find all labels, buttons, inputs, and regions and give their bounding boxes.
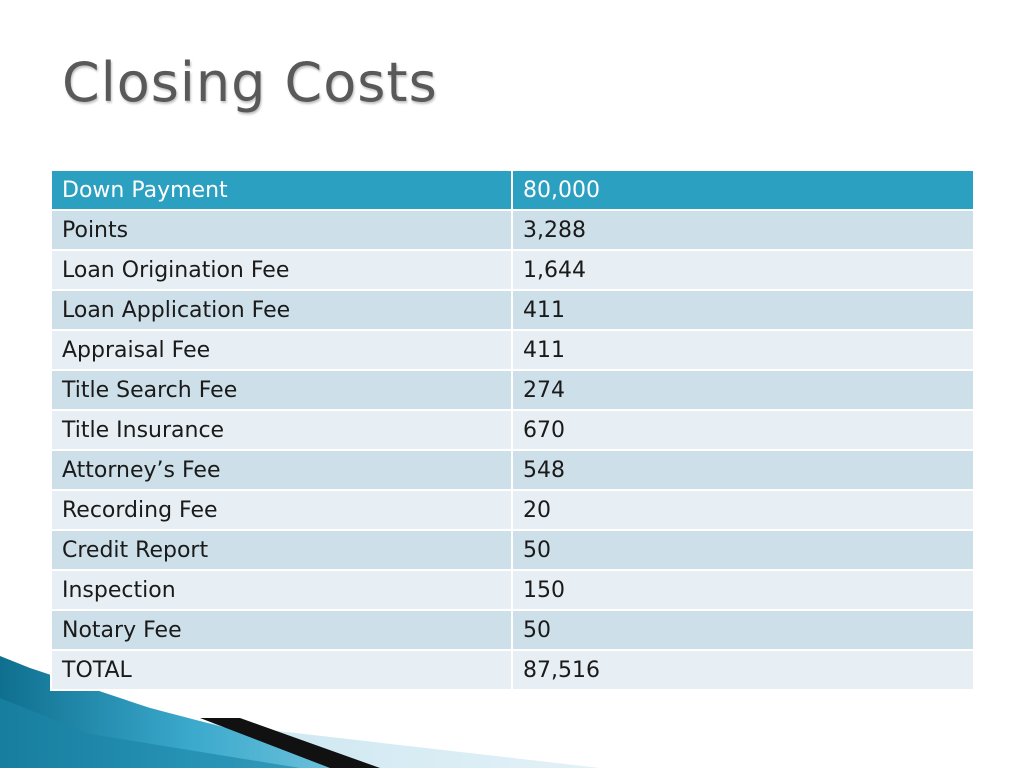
table-row: Loan Origination Fee 1,644 [50,249,975,291]
total-value: 87,516 [511,649,975,691]
row-label: Points [50,209,513,251]
table-row: Attorney’s Fee 548 [50,449,975,491]
row-label: Inspection [50,569,513,611]
row-label: Appraisal Fee [50,329,513,371]
row-label: Title Search Fee [50,369,513,411]
table-row: Appraisal Fee 411 [50,329,975,371]
table-header-row: Down Payment 80,000 [50,169,975,211]
row-value: 1,644 [511,249,975,291]
row-value: 411 [511,329,975,371]
table-row: Credit Report 50 [50,529,975,571]
row-value: 20 [511,489,975,531]
page-title: Closing Costs [62,51,438,114]
row-value: 411 [511,289,975,331]
table-row: Points 3,288 [50,209,975,251]
table-row: Recording Fee 20 [50,489,975,531]
row-value: 670 [511,409,975,451]
row-label: Loan Application Fee [50,289,513,331]
header-cell-label: Down Payment [50,169,513,211]
table-row-total: TOTAL 87,516 [50,649,975,691]
row-value: 150 [511,569,975,611]
row-label: Attorney’s Fee [50,449,513,491]
closing-costs-table: Down Payment 80,000 Points 3,288 Loan Or… [50,169,975,691]
row-label: Loan Origination Fee [50,249,513,291]
table-row: Inspection 150 [50,569,975,611]
row-label: Title Insurance [50,409,513,451]
row-value: 50 [511,609,975,651]
row-label: Recording Fee [50,489,513,531]
table-row: Loan Application Fee 411 [50,289,975,331]
total-label: TOTAL [50,649,513,691]
row-value: 3,288 [511,209,975,251]
row-label: Credit Report [50,529,513,571]
row-value: 548 [511,449,975,491]
row-label: Notary Fee [50,609,513,651]
header-cell-value: 80,000 [511,169,975,211]
row-value: 274 [511,369,975,411]
table-row: Title Insurance 670 [50,409,975,451]
table-row: Title Search Fee 274 [50,369,975,411]
row-value: 50 [511,529,975,571]
table-row: Notary Fee 50 [50,609,975,651]
